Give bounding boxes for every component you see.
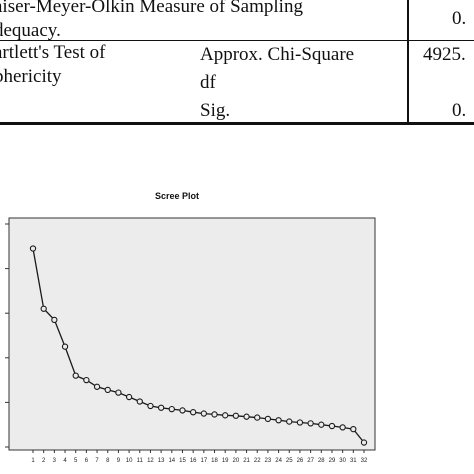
- x-tick-label: 20: [233, 458, 240, 464]
- kmo-label-line2: dequacy.: [0, 20, 61, 41]
- data-point: [232, 412, 240, 419]
- x-tick-label: 3: [53, 458, 57, 464]
- data-point: [147, 402, 154, 410]
- y-axis: [5, 223, 9, 448]
- data-point: [264, 415, 272, 423]
- data-point: [83, 376, 90, 384]
- sig-label: Sig.: [200, 100, 231, 121]
- x-tick-label: 18: [211, 458, 218, 464]
- x-tick-label: 30: [339, 458, 346, 464]
- chi-square-label: Approx. Chi-Square: [200, 44, 355, 65]
- x-tick-label: 7: [95, 458, 99, 464]
- data-point: [157, 404, 165, 411]
- x-tick-label: 24: [275, 458, 282, 464]
- data-point: [104, 386, 111, 394]
- x-tick-label: 1: [31, 458, 35, 464]
- x-tick-label: 4: [63, 458, 67, 464]
- bartlett-label-line1: artlett's Test of: [0, 42, 106, 63]
- x-tick-label: 10: [126, 458, 133, 464]
- data-point: [115, 389, 122, 396]
- x-tick-label: 26: [297, 458, 304, 464]
- data-point: [243, 413, 250, 420]
- x-tick-label: 5: [74, 458, 78, 464]
- data-point: [29, 245, 37, 252]
- kmo-bartlett-table: aiser-Meyer-Olkin Measure of Sampling de…: [0, 0, 474, 125]
- df-label: df: [200, 72, 216, 93]
- data-point: [51, 316, 58, 324]
- x-tick-label: 6: [85, 458, 89, 464]
- data-point: [275, 417, 282, 424]
- data-point: [222, 412, 229, 419]
- x-tick-label: 12: [147, 458, 154, 464]
- data-point: [360, 439, 368, 446]
- data-point: [125, 393, 133, 401]
- column-divider: [407, 0, 409, 124]
- bartlett-label-line2: phericity: [0, 66, 62, 87]
- x-axis: 1 2 3 4 5 6 7 8 9 10 11 12 13 14 15 16 17 18 19 20 21 22 23 24 2…: [31, 450, 368, 464]
- x-tick-label: 16: [190, 458, 197, 464]
- x-tick-label: 28: [318, 458, 325, 464]
- x-tick-label: 9: [117, 458, 121, 464]
- eigenvalue-markers: [29, 245, 368, 446]
- x-tick-label: 29: [329, 458, 336, 464]
- x-tick-label: 32: [361, 458, 368, 464]
- data-point: [328, 422, 336, 430]
- row-divider: [0, 40, 474, 41]
- table-bottom-border: [0, 122, 474, 125]
- sig-value: 0.: [452, 100, 467, 121]
- x-tick-label: 8: [106, 458, 110, 464]
- x-tick-label: 25: [286, 458, 293, 464]
- x-tick-label: 2: [42, 458, 46, 464]
- x-tick-label: 23: [265, 458, 272, 464]
- data-point: [211, 411, 218, 418]
- x-tick-label: 31: [350, 458, 357, 464]
- x-tick-label: 21: [243, 458, 250, 464]
- data-point: [168, 405, 175, 413]
- x-tick-label: 19: [222, 458, 229, 464]
- data-point: [318, 421, 325, 428]
- x-tick-label: 27: [307, 458, 314, 464]
- plot-area: [8, 217, 376, 451]
- data-point: [40, 305, 47, 312]
- data-point: [350, 426, 357, 433]
- scree-plot: Scree Plot 1 2 3 4 5 6 7 8 9 10 11 12 13 14 15 16 17 18 19…: [5, 191, 376, 464]
- data-point: [296, 419, 304, 426]
- kmo-label-line1: aiser-Meyer-Olkin Measure of Sampling: [0, 0, 303, 17]
- data-point: [93, 383, 101, 390]
- data-point: [254, 414, 261, 421]
- x-tick-label: 22: [254, 458, 261, 464]
- x-tick-label: 11: [137, 458, 144, 464]
- x-tick-label: 13: [158, 458, 165, 464]
- data-point: [61, 343, 69, 350]
- data-point: [286, 418, 293, 425]
- x-tick-label: 15: [179, 458, 186, 464]
- x-tick-label: 17: [200, 458, 207, 464]
- data-point: [190, 409, 197, 416]
- data-point: [339, 424, 346, 431]
- data-point: [72, 372, 79, 379]
- data-point: [200, 410, 207, 417]
- data-point: [136, 398, 143, 405]
- kmo-value: 0.: [452, 8, 467, 29]
- chi-square-value: 4925.: [423, 44, 466, 65]
- data-point: [179, 407, 186, 414]
- chart-title: Scree Plot: [155, 191, 199, 201]
- x-tick-label: 14: [168, 458, 175, 464]
- data-point: [307, 420, 314, 427]
